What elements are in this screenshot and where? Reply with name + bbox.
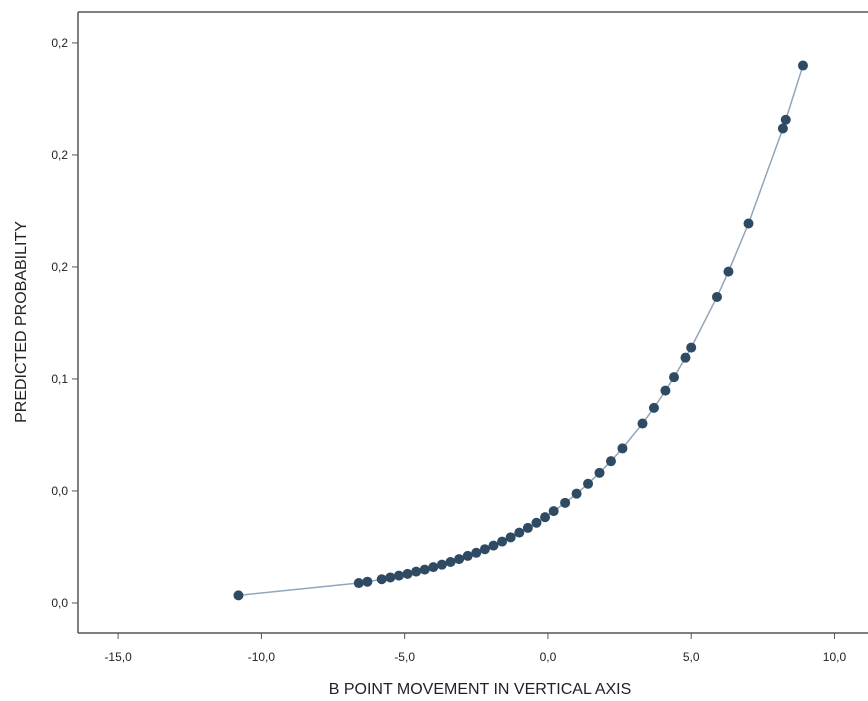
data-point	[780, 114, 791, 125]
data-point	[471, 547, 482, 558]
data-point	[660, 385, 671, 396]
data-point	[522, 522, 533, 533]
data-point	[548, 506, 559, 517]
data-point	[686, 342, 697, 353]
data-point	[777, 123, 788, 134]
data-point	[617, 443, 628, 454]
data-point	[637, 418, 648, 429]
y-tick-label: 0,2	[51, 148, 68, 162]
data-point	[376, 574, 387, 585]
data-point	[445, 556, 456, 567]
y-tick-label: 0,1	[51, 372, 68, 386]
data-point	[385, 572, 396, 583]
data-point	[362, 576, 373, 587]
x-tick-label: -5,0	[394, 650, 415, 664]
y-tick-label: 0,2	[51, 260, 68, 274]
data-point	[560, 497, 571, 508]
data-point	[680, 352, 691, 363]
data-point	[505, 532, 516, 543]
data-point	[419, 564, 430, 575]
y-tick-label: 0,2	[51, 36, 68, 50]
data-point	[571, 488, 582, 499]
data-point	[497, 536, 508, 547]
data-point	[743, 218, 754, 229]
data-point	[411, 566, 422, 577]
data-point	[353, 578, 364, 589]
data-point	[462, 550, 473, 561]
x-tick-label: -15,0	[104, 650, 132, 664]
data-point	[488, 540, 499, 551]
data-point	[583, 478, 594, 489]
data-point	[428, 562, 439, 573]
data-point	[648, 402, 659, 413]
data-point	[454, 554, 465, 565]
data-point	[402, 568, 413, 579]
data-point	[605, 456, 616, 467]
data-point	[723, 266, 734, 277]
y-tick-label: 0,0	[51, 484, 68, 498]
x-tick-label: 10,0	[823, 650, 847, 664]
data-point	[594, 467, 605, 478]
data-point	[669, 372, 680, 383]
data-point	[711, 291, 722, 302]
x-tick-label: 5,0	[683, 650, 700, 664]
data-point	[393, 570, 404, 581]
y-tick-label: 0,0	[51, 596, 68, 610]
data-point	[514, 527, 525, 538]
series-line	[238, 65, 804, 597]
y-axis-title: PREDICTED PROBABILITY	[13, 221, 30, 423]
data-point	[436, 559, 447, 570]
x-axis-title: B POINT MOVEMENT IN VERTICAL AXIS	[329, 681, 632, 698]
data-point	[233, 590, 244, 601]
data-point	[540, 512, 551, 523]
x-tick-label: 0,0	[540, 650, 557, 664]
data-point	[797, 60, 808, 71]
x-tick-label: -10,0	[248, 650, 276, 664]
data-point	[479, 544, 490, 555]
data-point	[531, 517, 542, 528]
